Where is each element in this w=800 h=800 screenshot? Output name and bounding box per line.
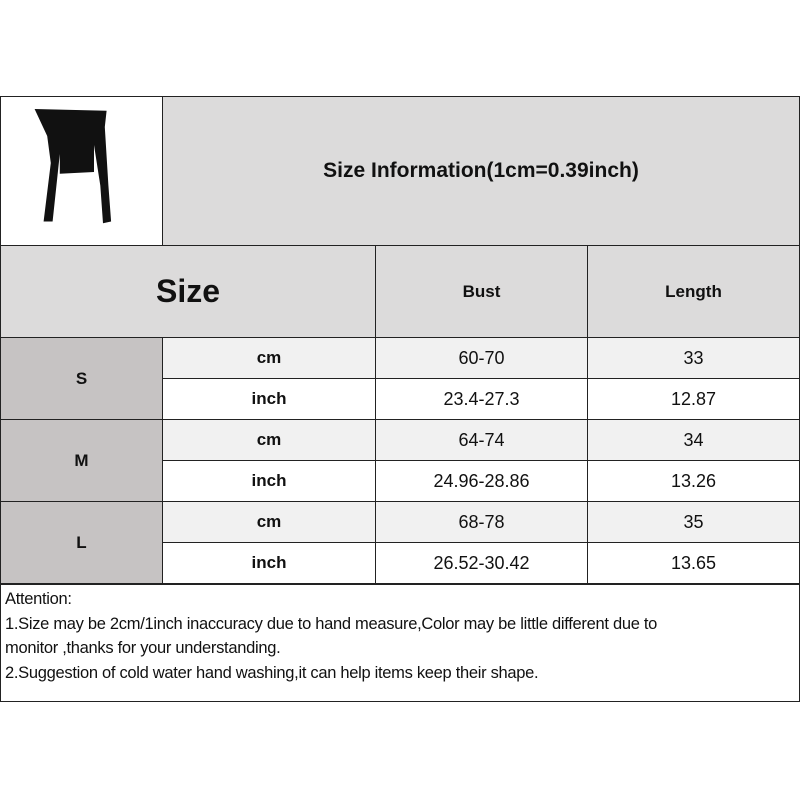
attention-line-1: 1.Size may be 2cm/1inch inaccuracy due t…	[5, 614, 658, 633]
bust-value: 68-78	[375, 501, 588, 543]
title: Size Information(1cm=0.39inch)	[162, 96, 800, 246]
bust-value: 23.4-27.3	[375, 378, 588, 420]
attention-notes: Attention: 1.Size may be 2cm/1inch inacc…	[0, 584, 800, 702]
product-image	[0, 96, 163, 246]
length-value: 34	[587, 419, 800, 461]
length-value: 33	[587, 337, 800, 379]
attention-heading: Attention:	[5, 590, 72, 608]
unit-label: cm	[162, 501, 376, 543]
bust-value: 64-74	[375, 419, 588, 461]
bust-header: Bust	[375, 245, 588, 338]
length-value: 13.65	[587, 542, 800, 584]
length-value: 13.26	[587, 460, 800, 502]
attention-line-1b: monitor ,thanks for your understanding.	[5, 639, 281, 657]
length-header: Length	[587, 245, 800, 338]
bust-value: 26.52-30.42	[375, 542, 588, 584]
unit-label: cm	[162, 337, 376, 379]
attention-line-2: 2.Suggestion of cold water hand washing,…	[5, 663, 539, 682]
size-label: S	[0, 337, 163, 420]
length-value: 35	[587, 501, 800, 543]
length-value: 12.87	[587, 378, 800, 420]
bust-value: 60-70	[375, 337, 588, 379]
unit-label: cm	[162, 419, 376, 461]
unit-label: inch	[162, 378, 376, 420]
crop-top-image	[34, 109, 111, 224]
unit-label: inch	[162, 542, 376, 584]
bust-value: 24.96-28.86	[375, 460, 588, 502]
unit-label: inch	[162, 460, 376, 502]
size-header: Size	[0, 245, 376, 338]
size-label: L	[0, 501, 163, 584]
size-label: M	[0, 419, 163, 502]
